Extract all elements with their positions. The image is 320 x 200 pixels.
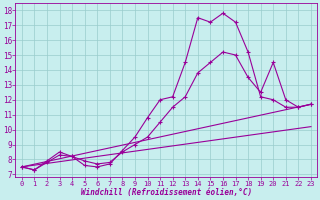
X-axis label: Windchill (Refroidissement éolien,°C): Windchill (Refroidissement éolien,°C) [81, 188, 252, 197]
